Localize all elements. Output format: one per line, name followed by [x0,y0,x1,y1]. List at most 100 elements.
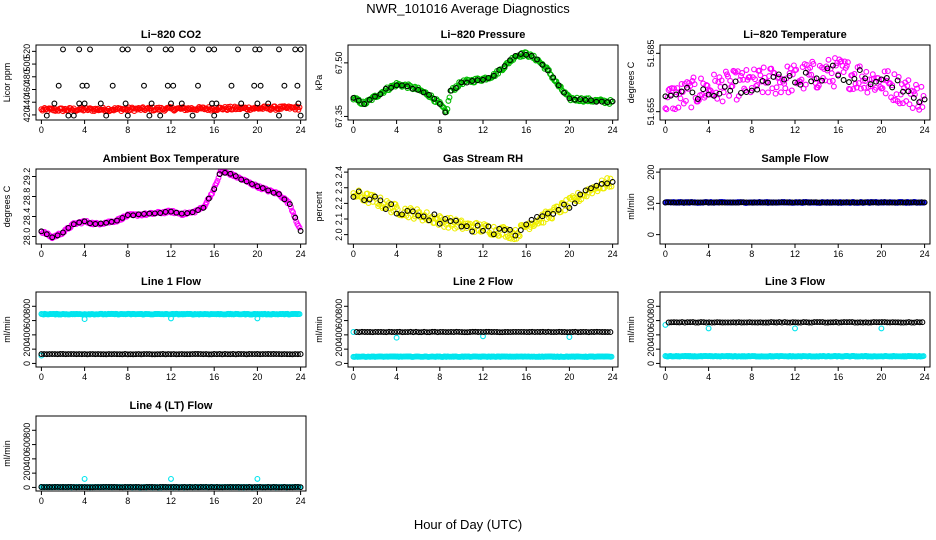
data-point [602,329,608,335]
data-point [458,223,465,230]
data-point [276,46,282,53]
data-point [916,106,923,113]
data-point [203,351,210,358]
data-point [87,220,93,227]
data-point [297,351,304,358]
data-point [404,83,411,90]
x-tick-label: 0 [39,125,44,135]
data-point [372,328,379,335]
x-tick-label: 16 [833,372,843,382]
x-tick-label: 12 [790,125,800,135]
data-point [415,212,422,219]
data-point [824,319,831,326]
panel-line4: Line 4 (LT) Flow 0 4 8 12 16 20 24 0 200400600800… [2,400,307,506]
data-point [806,319,812,326]
data-point [727,87,734,94]
y-tick-label: 600 [646,313,656,328]
data-point [296,224,303,231]
data-point [119,214,126,221]
data-point [841,319,848,326]
y-tick-label: 400 [22,451,32,466]
data-point [762,199,769,206]
data-point [515,232,522,239]
data-point [141,351,147,358]
data-point [189,46,196,53]
data-point [719,98,726,105]
x-tick-label: 4 [82,125,87,135]
data-point [793,66,800,73]
data-point [684,84,690,91]
data-point [60,46,66,53]
data-point [213,484,220,490]
data-point [54,351,61,358]
data-point [802,69,809,76]
data-point [824,65,831,72]
x-tick-label: 24 [920,125,930,135]
data-point [550,210,557,217]
data-point [686,199,693,206]
x-tick-label: 12 [166,125,176,135]
data-point [815,82,822,89]
data-point [287,204,294,210]
x-tick-label: 24 [296,249,306,259]
data-point [788,87,795,94]
data-point [819,319,826,326]
data-point [921,199,928,206]
data-point [687,319,694,326]
data-point [726,92,733,99]
data-point [380,329,387,336]
data-point [270,351,277,357]
data-point [760,64,767,71]
data-point [214,177,221,184]
data-point [281,484,288,490]
data-point [97,484,104,491]
data-point [124,351,131,358]
data-point [722,68,729,75]
x-tick-label: 16 [209,372,219,382]
y-tick-label: 2.4 [334,166,344,179]
data-point [913,199,920,206]
data-point [748,87,755,94]
data-point [189,209,196,216]
data-point [905,319,912,326]
data-point [235,351,242,357]
data-point [807,64,814,71]
data-point [909,105,916,111]
data-point [181,484,188,490]
data-point [296,311,303,318]
data-point [896,100,903,107]
data-point [582,96,589,103]
data-point [738,89,744,96]
data-point [887,319,893,326]
data-point [186,351,193,358]
data-point [372,93,378,100]
data-point [227,484,234,490]
data-point [609,178,616,185]
data-point [243,351,250,358]
data-point [76,351,83,358]
data-point [825,56,832,63]
data-point [483,328,490,335]
data-point [873,199,879,206]
data-point [910,199,917,206]
data-point [778,199,785,206]
data-point [507,57,513,64]
data-point [168,208,174,215]
data-point [705,199,712,206]
data-point [732,199,739,206]
data-point [920,92,927,99]
data-point [151,210,158,217]
x-tick-label: 16 [209,249,219,259]
data-point [426,217,432,224]
x-tick-label: 4 [706,372,711,382]
data-point [528,53,535,59]
data-point [97,220,104,227]
x-tick-label: 0 [351,372,356,382]
data-point [222,351,228,357]
data-point [222,484,228,491]
y-tick-label: 51.685 [646,40,656,68]
data-point [76,484,83,491]
data-point [688,104,695,111]
data-point [262,484,269,491]
data-point [593,98,600,105]
